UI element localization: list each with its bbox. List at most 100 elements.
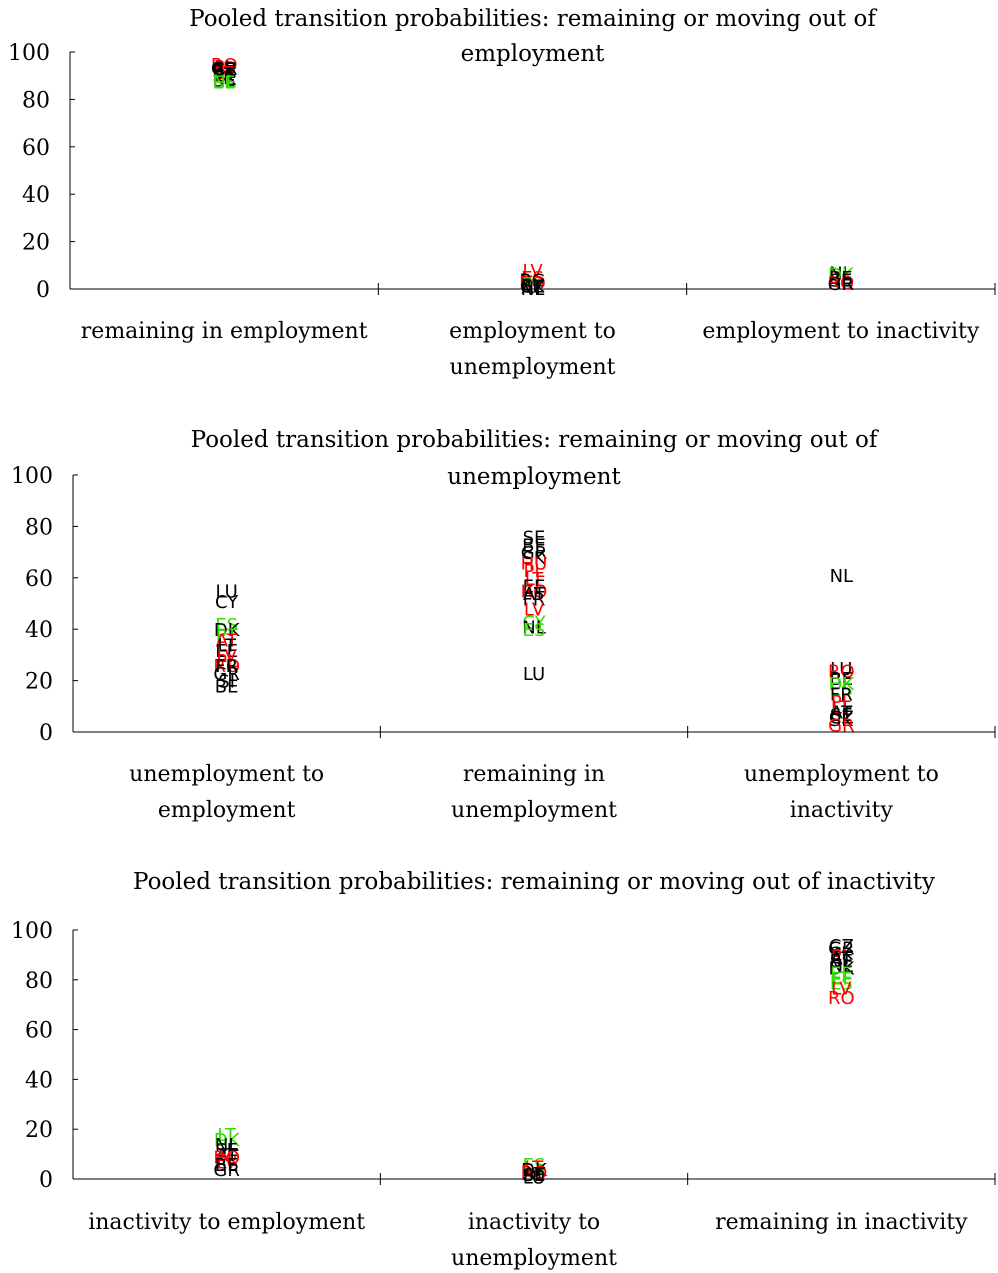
data-point-label: AT bbox=[523, 1164, 546, 1185]
data-point-label: LT bbox=[215, 63, 235, 84]
data-point-label: LU bbox=[523, 1168, 545, 1189]
y-tick-label: 20 bbox=[22, 231, 50, 256]
data-point-label: RO bbox=[521, 1163, 548, 1184]
data-point-label: BE bbox=[829, 268, 853, 289]
category-label: unemployment to bbox=[129, 762, 324, 787]
y-tick-label: 80 bbox=[25, 969, 53, 994]
chart-panel-1: Pooled transition probabilities: remaini… bbox=[8, 6, 996, 380]
data-point-label: NL bbox=[212, 71, 236, 92]
data-point-label: RO bbox=[211, 55, 238, 76]
data-point-label: ES bbox=[215, 615, 238, 636]
category-label: unemployment bbox=[451, 798, 617, 823]
data-point-label: BE bbox=[829, 951, 853, 972]
data-point-label: DK bbox=[521, 1160, 548, 1181]
data-point-label: EE bbox=[213, 73, 236, 94]
y-tick-label: 0 bbox=[39, 721, 53, 746]
data-point-label: EE bbox=[215, 641, 238, 662]
y-tick-label: 60 bbox=[25, 1019, 53, 1044]
data-point-label: AT bbox=[830, 948, 853, 969]
data-point-label: LV bbox=[216, 1153, 237, 1174]
data-point-label: AT bbox=[830, 702, 853, 723]
data-point-label: LV bbox=[524, 600, 545, 621]
data-point-label: ES bbox=[523, 1155, 546, 1176]
data-point-label: AT bbox=[522, 278, 545, 299]
y-tick-label: 20 bbox=[25, 1118, 53, 1143]
data-point-label: CZ bbox=[829, 936, 854, 957]
y-tick-label: 60 bbox=[25, 567, 53, 592]
data-point-label: CZ bbox=[520, 276, 545, 297]
data-point-label: RO bbox=[519, 273, 546, 294]
data-point-label: GR bbox=[213, 664, 239, 685]
data-point-label: SI bbox=[218, 672, 235, 693]
data-point-label: GR bbox=[828, 938, 854, 959]
data-point-label: SE bbox=[523, 528, 546, 549]
y-tick-label: 40 bbox=[25, 618, 53, 643]
data-point-label: PL bbox=[522, 274, 543, 295]
data-point-label: CY bbox=[215, 592, 239, 613]
data-point-label: NL bbox=[522, 618, 546, 639]
category-label: employment to bbox=[449, 319, 616, 344]
data-point-label: LT bbox=[832, 968, 852, 989]
data-point-label: SK bbox=[213, 61, 237, 82]
data-point-label: HU bbox=[521, 553, 548, 574]
y-tick-label: 40 bbox=[22, 183, 50, 208]
y-tick-label: 80 bbox=[25, 515, 53, 540]
chart-title-line: Pooled transition probabilities: remaini… bbox=[133, 869, 935, 895]
data-point-label: DK bbox=[828, 958, 855, 979]
data-point-label: GR bbox=[828, 715, 854, 736]
data-point-label: BE bbox=[215, 1155, 239, 1176]
data-point-label: EE bbox=[830, 963, 853, 984]
data-point-label: FR bbox=[213, 68, 236, 89]
chart-panel-2: Pooled transition probabilities: remaini… bbox=[11, 427, 996, 823]
y-tick-label: 0 bbox=[39, 1168, 53, 1193]
data-point-label: PT bbox=[216, 625, 239, 646]
data-point-label: PL bbox=[524, 561, 545, 582]
data-point-label: AT bbox=[216, 1145, 239, 1166]
data-point-label: SK bbox=[830, 710, 854, 731]
data-point-label: PL bbox=[214, 57, 235, 78]
data-point-label: LT bbox=[217, 1125, 237, 1146]
data-point-label: CZ bbox=[829, 708, 854, 729]
data-point-label: RO bbox=[828, 988, 855, 1009]
data-point-label: RO bbox=[827, 273, 854, 294]
category-label: unemployment to bbox=[744, 762, 939, 787]
category-label: remaining in inactivity bbox=[715, 1210, 968, 1235]
y-tick-label: 60 bbox=[22, 136, 50, 161]
data-point-label: NL bbox=[830, 956, 854, 977]
data-point-label: ES bbox=[521, 268, 544, 289]
chart-title-line: employment bbox=[461, 41, 606, 67]
y-tick-label: 100 bbox=[11, 464, 53, 489]
data-point-label: GR bbox=[211, 58, 237, 79]
data-point-label: ES bbox=[523, 620, 546, 641]
data-point-label: DK bbox=[214, 1130, 241, 1151]
y-tick-label: 20 bbox=[25, 670, 53, 695]
data-point-label: GR bbox=[828, 274, 854, 295]
data-point-label: LU bbox=[830, 659, 852, 680]
y-tick-label: 0 bbox=[36, 278, 50, 303]
data-point-label: PL bbox=[216, 1150, 237, 1171]
data-point-label: FR bbox=[830, 684, 853, 705]
data-point-label: RO bbox=[521, 582, 548, 603]
data-point-label: LV bbox=[216, 646, 237, 667]
data-point-label: AT bbox=[216, 630, 239, 651]
data-point-label: PL bbox=[216, 651, 237, 672]
data-point-label: GR bbox=[521, 543, 547, 564]
data-point-label: SE bbox=[830, 705, 853, 726]
data-point-label: CY bbox=[522, 612, 546, 633]
data-point-label: AT bbox=[523, 584, 546, 605]
data-point-label: CZ bbox=[212, 60, 237, 81]
data-point-label: ES bbox=[830, 973, 853, 994]
category-label: unemployment bbox=[450, 355, 616, 380]
data-point-label: BE bbox=[212, 62, 236, 83]
data-point-label: NL bbox=[830, 566, 854, 587]
data-point-label: SE bbox=[215, 1140, 238, 1161]
data-point-label: LT bbox=[525, 1158, 545, 1179]
data-point-label: EE bbox=[213, 67, 236, 88]
category-label: inactivity to bbox=[468, 1210, 600, 1235]
data-point-label: AT bbox=[213, 64, 236, 85]
data-point-label: DK bbox=[214, 620, 241, 641]
data-point-label: PL bbox=[831, 946, 852, 967]
y-tick-label: 40 bbox=[25, 1068, 53, 1093]
category-label: employment to inactivity bbox=[702, 319, 979, 344]
data-point-label: SK bbox=[521, 275, 545, 296]
